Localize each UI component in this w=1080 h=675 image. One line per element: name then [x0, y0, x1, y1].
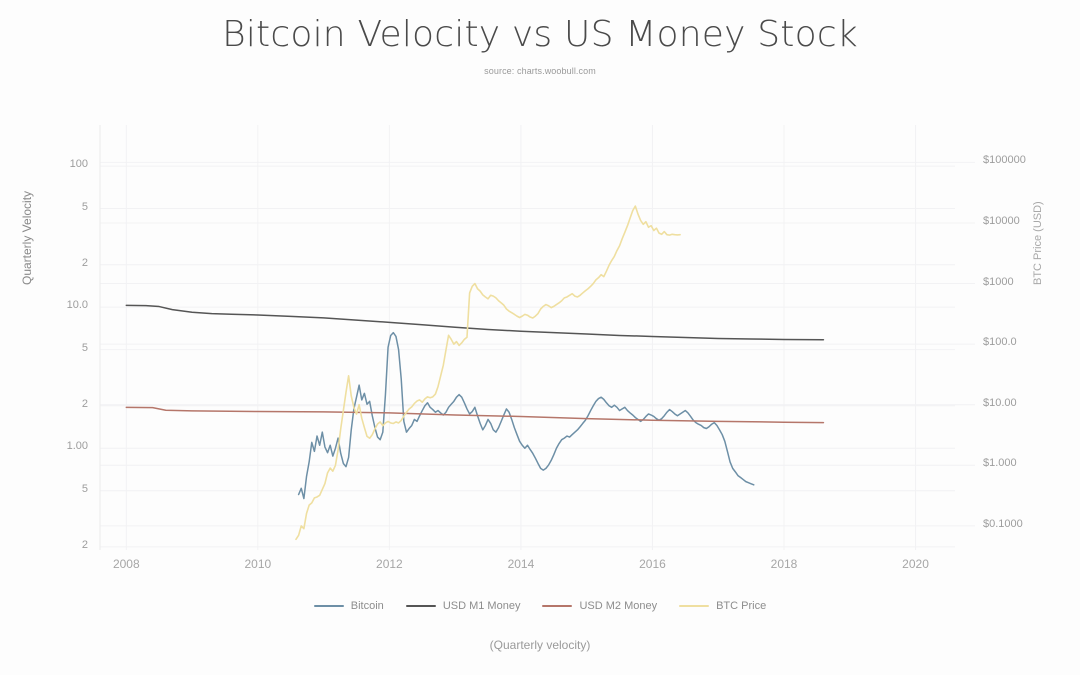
y-axis-right-tick-0: $100000: [983, 154, 1026, 167]
x-axis-tick-3: 2014: [507, 557, 535, 571]
y-axis-left-tick-6: 1.00: [66, 440, 88, 453]
y-axis-right-tick-2: $1000: [983, 275, 1014, 288]
x-axis-tick-6: 2020: [902, 557, 929, 571]
series-line-usd-m2-money: [125, 406, 825, 424]
legend-swatch-icon: [313, 605, 344, 607]
y-axis-right-tick-4: $10.00: [983, 396, 1017, 409]
chart-legend: Bitcoin USD M1 Money USD M2 Money BTC Price: [0, 600, 1080, 612]
legend-label: USD M1 Money: [442, 600, 521, 612]
y-axis-right-tick-3: $100.0: [983, 336, 1017, 349]
legend-swatch-icon: [405, 605, 436, 607]
y-axis-left-tick-1: 5: [81, 200, 88, 213]
y-axis-right-tick-5: $1.000: [983, 457, 1017, 470]
legend-item-usd-m2-money[interactable]: USD M2 Money: [542, 600, 657, 612]
series-line-usd-m1-money: [125, 304, 825, 341]
x-axis-tick-0: 2008: [112, 557, 140, 571]
legend-label: USD M2 Money: [579, 600, 658, 612]
y-axis-right-tick-6: $0.1000: [983, 517, 1023, 530]
x-axis-tick-4: 2016: [639, 557, 666, 571]
chart-footer-caption: (Quarterly velocity): [489, 638, 591, 652]
series-line-btc-price: [295, 205, 681, 541]
legend-label: BTC Price: [716, 600, 767, 612]
legend-item-usd-m1-money[interactable]: USD M1 Money: [405, 600, 521, 612]
legend-label: Bitcoin: [350, 600, 384, 612]
y-axis-left-tick-2: 2: [81, 256, 88, 269]
y-axis-left-tick-7: 5: [81, 482, 88, 495]
y-axis-left-tick-4: 5: [81, 341, 88, 354]
page-title: Bitcoin Velocity vs US Money Stock: [222, 14, 858, 55]
y-axis-left-tick-8: 2: [81, 538, 88, 551]
y-axis-left-tick-5: 2: [81, 397, 88, 410]
chart-source-subtitle: source: charts.woobull.com: [484, 66, 596, 76]
x-axis-tick-5: 2018: [770, 557, 798, 571]
legend-swatch-icon: [542, 605, 573, 607]
series-line-bitcoin: [297, 331, 755, 500]
legend-swatch-icon: [679, 605, 710, 607]
y-axis-left-tick-3: 10.0: [66, 299, 88, 312]
legend-item-bitcoin[interactable]: Bitcoin: [313, 600, 384, 612]
legend-item-btc-price[interactable]: BTC Price: [679, 600, 766, 612]
y-axis-right-tick-1: $10000: [983, 214, 1020, 227]
x-axis-tick-1: 2010: [244, 557, 272, 571]
x-axis-tick-2: 2012: [376, 557, 403, 571]
y-axis-left-tick-0: 100: [69, 158, 88, 171]
